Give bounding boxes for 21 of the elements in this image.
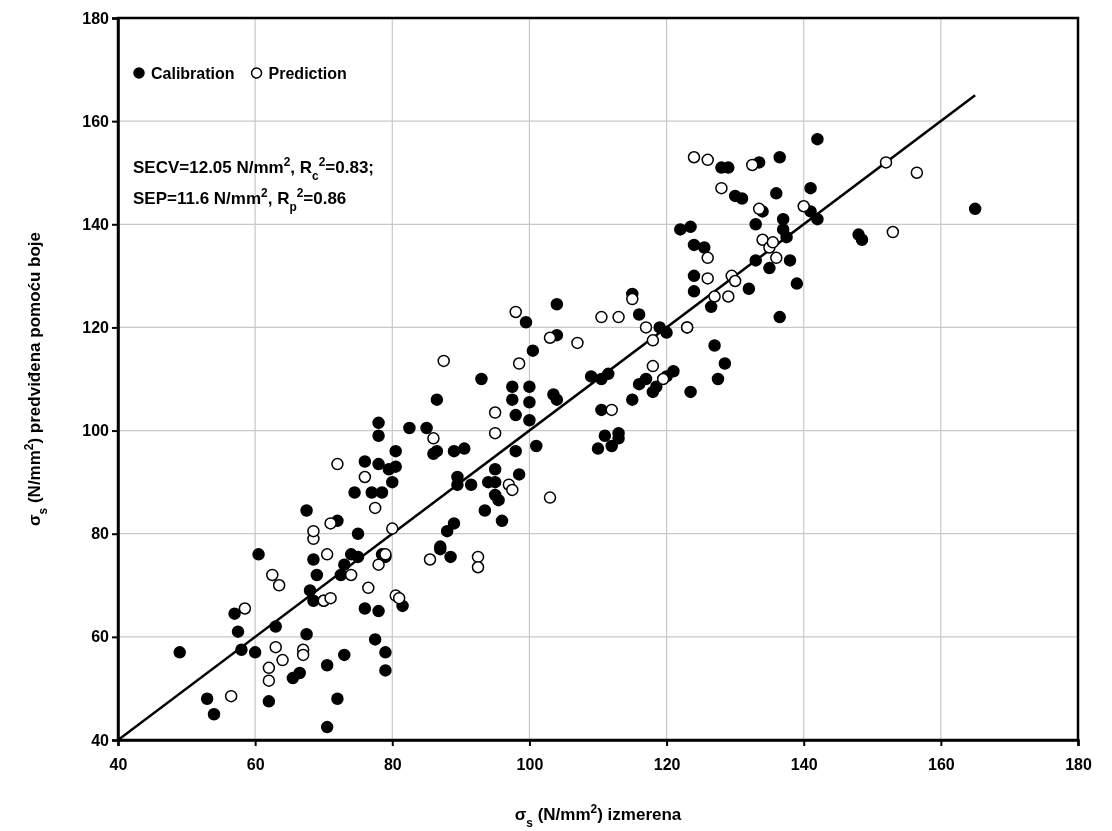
y-tick-label: 140 (82, 215, 110, 233)
x-tick-label: 160 (928, 755, 955, 773)
y-tick-label: 40 (91, 731, 110, 749)
annotation: SECV=12.05 N/mm$^{2}$, R$_{c}$$^{2}$=0.83; (133, 155, 375, 183)
x-tick-label: 40 (109, 755, 128, 773)
legend-label: Prediction (268, 65, 347, 82)
x-axis-title: σ$_{s}$ (N/mm$^{2}$) izmerena (514, 802, 682, 830)
x-tick-label: 60 (246, 755, 265, 773)
x-tick-label: 140 (790, 755, 818, 773)
y-tick-label: 120 (82, 319, 110, 337)
legend-label: Calibration (151, 65, 235, 82)
x-tick-label: 120 (653, 755, 681, 773)
y-tick-label: 100 (82, 422, 110, 440)
y-tick-label: 160 (82, 112, 110, 130)
x-tick-label: 100 (516, 755, 544, 773)
y-tick-label: 180 (82, 9, 110, 27)
y-tick-label: 80 (91, 525, 110, 543)
y-tick-label: 60 (91, 628, 110, 646)
annotation: SEP=11.6 N/mm$^{2}$, R$_{p}$$^{2}$=0.86 (133, 186, 347, 214)
x-tick-label: 180 (1065, 755, 1092, 773)
x-tick-label: 80 (383, 755, 402, 773)
